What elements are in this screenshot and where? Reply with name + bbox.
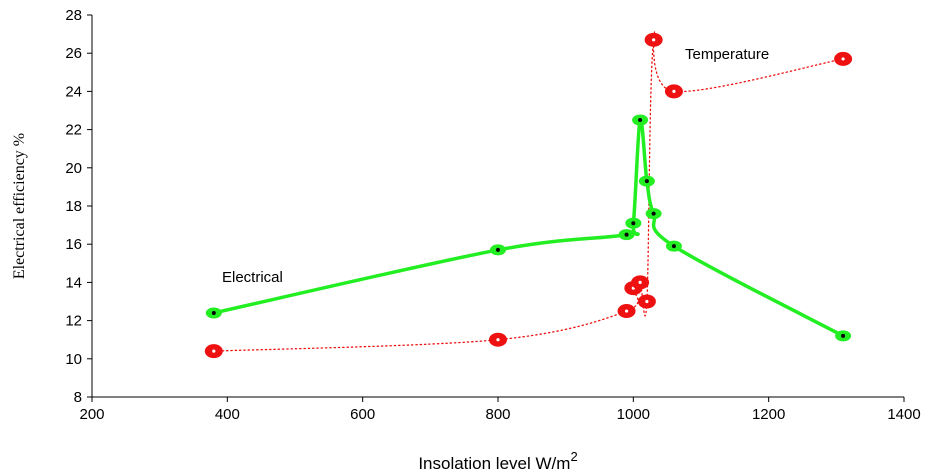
x-axis-title-text: Insolation level W/m [418, 454, 570, 473]
y-tick-label: 10 [65, 351, 82, 368]
y-tick-label: 12 [65, 313, 82, 330]
series-label-temperature: Temperature [685, 46, 769, 63]
y-tick-label: 20 [65, 160, 82, 177]
series-lines [212, 30, 845, 352]
y-tick-label: 26 [65, 45, 82, 62]
y-tick-label: 24 [65, 83, 82, 100]
data-point-center-electrical [651, 211, 656, 216]
data-point-center-electrical [211, 310, 216, 315]
y-tick-label: 28 [65, 7, 82, 24]
data-point-center-electrical [496, 247, 500, 252]
data-point-center-temperature [652, 38, 656, 42]
x-tick-label: 800 [485, 406, 510, 423]
y-tick-label: 16 [65, 236, 82, 253]
data-point-center-temperature [672, 89, 676, 93]
series-line-electrical [212, 118, 845, 338]
data-point-center-electrical [644, 179, 649, 184]
x-tick-label: 1400 [887, 406, 920, 423]
data-point-center-temperature [212, 349, 216, 353]
y-tick-label: 22 [65, 122, 82, 139]
x-tick-label: 1000 [617, 406, 650, 423]
data-point-center-electrical [671, 244, 676, 249]
x-tick-label: 1200 [752, 406, 785, 423]
x-tick-label: 200 [79, 406, 104, 423]
data-point-center-electrical [631, 221, 636, 226]
y-ticks: 8 10 12 14 16 18 20 22 24 26 28 [65, 7, 92, 406]
data-point-center-electrical [624, 232, 629, 237]
data-point-center-temperature [645, 299, 649, 304]
x-axis-title-superscript: 2 [570, 449, 577, 464]
data-point-center-temperature [841, 57, 845, 61]
data-point-center-electrical [638, 118, 643, 123]
x-ticks: 200 400 600 800 1000 1200 1400 [79, 397, 921, 423]
series-label-electrical: Electrical [222, 269, 283, 286]
y-tick-label: 14 [65, 274, 82, 291]
series-markers [204, 32, 853, 359]
data-point-center-electrical [841, 333, 846, 338]
data-point-center-temperature [638, 280, 642, 284]
y-axis-title: Electrical efficiency % [11, 133, 28, 279]
y-tick-label: 8 [74, 389, 82, 406]
x-tick-label: 600 [350, 406, 375, 423]
series-line-temperature [213, 30, 844, 352]
data-point-center-temperature [496, 338, 500, 342]
data-point-center-temperature [624, 309, 629, 313]
x-axis-title: Insolation level W/m2 [418, 449, 577, 473]
x-tick-label: 400 [215, 406, 240, 423]
y-tick-label: 18 [65, 198, 82, 215]
